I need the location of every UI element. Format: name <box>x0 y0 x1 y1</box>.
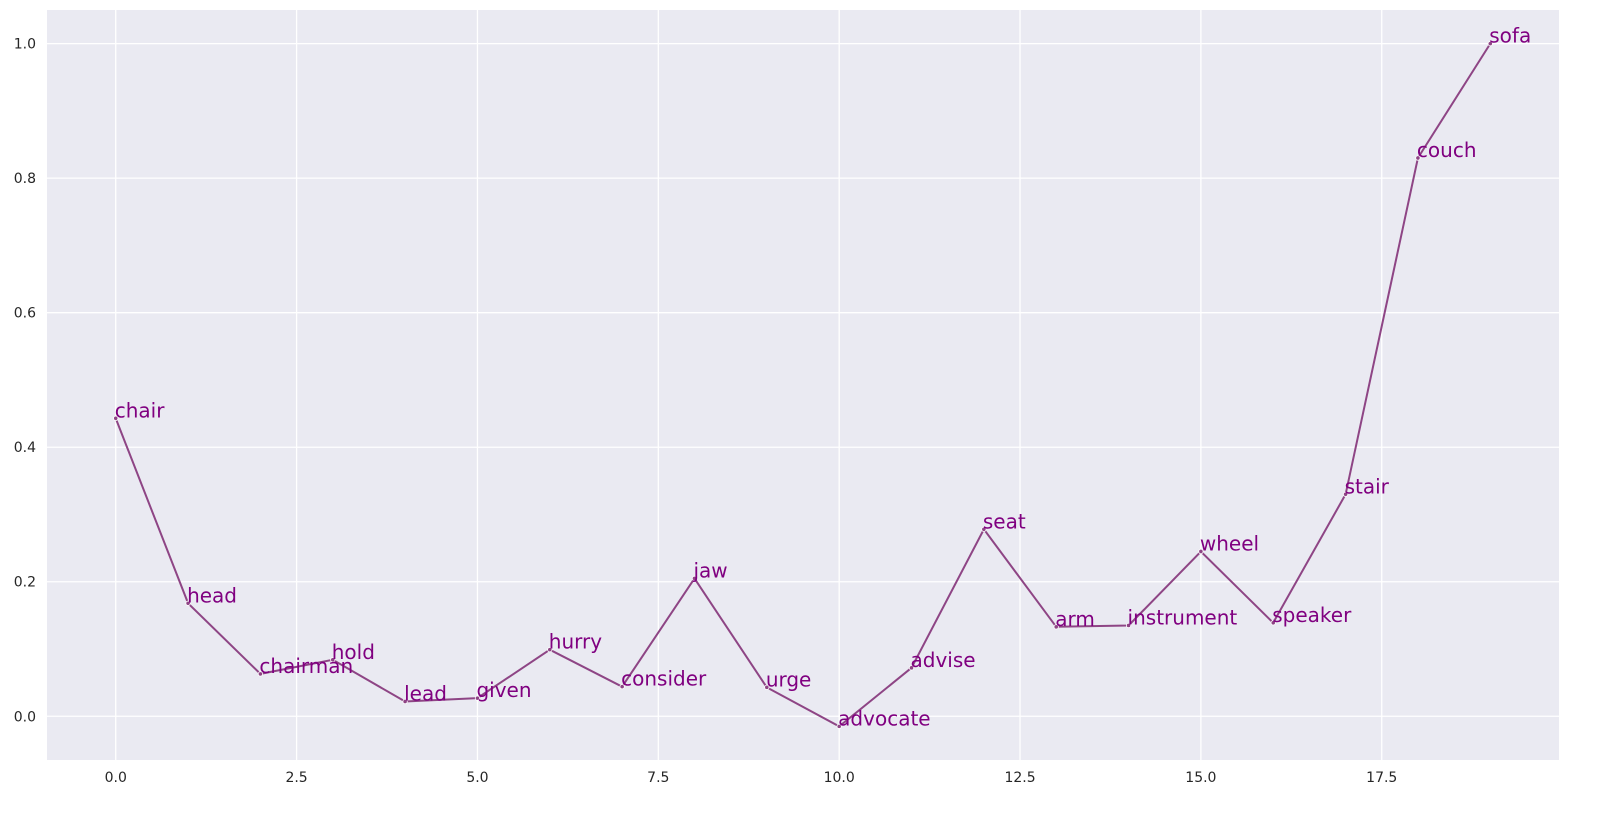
data-point <box>1342 491 1349 497</box>
data-point <box>402 698 408 705</box>
point-label-wheel: wheel <box>1200 531 1259 555</box>
data-point <box>1415 155 1421 161</box>
data-point <box>474 695 481 701</box>
data-point <box>691 575 698 581</box>
point-label-consider: consider <box>621 667 707 691</box>
data-point <box>836 723 842 729</box>
plot-background <box>47 10 1559 760</box>
point-label-seat: seat <box>983 509 1026 533</box>
point-label-chairman: chairman <box>259 654 353 678</box>
data-point <box>185 600 191 606</box>
point-label-jaw: jaw <box>692 558 727 582</box>
data-point <box>1487 41 1493 47</box>
y-tick-label: 0.8 <box>14 171 36 187</box>
point-label-hurry: hurry <box>549 630 602 654</box>
point-label-arm: arm <box>1055 607 1095 631</box>
data-point <box>1198 548 1204 555</box>
point-label-urge: urge <box>766 667 812 691</box>
y-tick-label: 1.0 <box>14 37 36 53</box>
x-tick-label: 17.5 <box>1366 770 1397 786</box>
data-point <box>908 665 915 671</box>
point-label-given: given <box>476 678 531 702</box>
point-label-stair: stair <box>1345 474 1390 498</box>
x-tick-label: 10.0 <box>824 770 855 786</box>
data-point <box>764 684 770 690</box>
y-tick-label: 0.6 <box>14 306 36 322</box>
data-point <box>547 647 553 653</box>
point-label-lead: lead <box>404 681 447 705</box>
data-point <box>1053 624 1059 630</box>
point-label-couch: couch <box>1417 138 1477 162</box>
point-label-hold: hold <box>332 640 375 664</box>
point-label-advocate: advocate <box>838 706 930 730</box>
x-tick-label: 15.0 <box>1185 770 1216 786</box>
x-tick-label: 0.0 <box>105 770 127 786</box>
data-point <box>1270 620 1276 626</box>
data-point <box>330 657 336 663</box>
point-label-head: head <box>187 583 237 607</box>
x-tick-label: 2.5 <box>285 770 307 786</box>
point-label-chair: chair <box>115 398 165 422</box>
point-label-instrument: instrument <box>1128 605 1238 629</box>
data-point <box>113 415 119 421</box>
y-tick-label: 0.0 <box>14 709 36 725</box>
data-point <box>981 526 987 532</box>
data-point <box>1125 622 1132 629</box>
y-tick-label: 0.4 <box>14 440 36 456</box>
x-tick-label: 12.5 <box>1004 770 1035 786</box>
point-label-advise: advise <box>911 648 976 672</box>
data-point <box>257 671 264 677</box>
y-tick-label: 0.2 <box>14 575 36 591</box>
x-tick-label: 5.0 <box>466 770 488 786</box>
grid-lines <box>47 10 1559 760</box>
data-point <box>619 684 625 690</box>
series-line <box>114 43 1492 728</box>
point-label-speaker: speaker <box>1272 603 1352 627</box>
point-label-sofa: sofa <box>1489 24 1531 48</box>
data-points <box>113 41 1493 729</box>
x-tick-label: 7.5 <box>647 770 669 786</box>
y-axis-tick-labels: 0.0 0.2 0.4 0.6 0.8 1.0 <box>14 37 36 726</box>
x-axis-tick-labels: 0.0 2.5 5.0 7.5 10.0 12.5 15.0 17.5 <box>105 770 1398 786</box>
